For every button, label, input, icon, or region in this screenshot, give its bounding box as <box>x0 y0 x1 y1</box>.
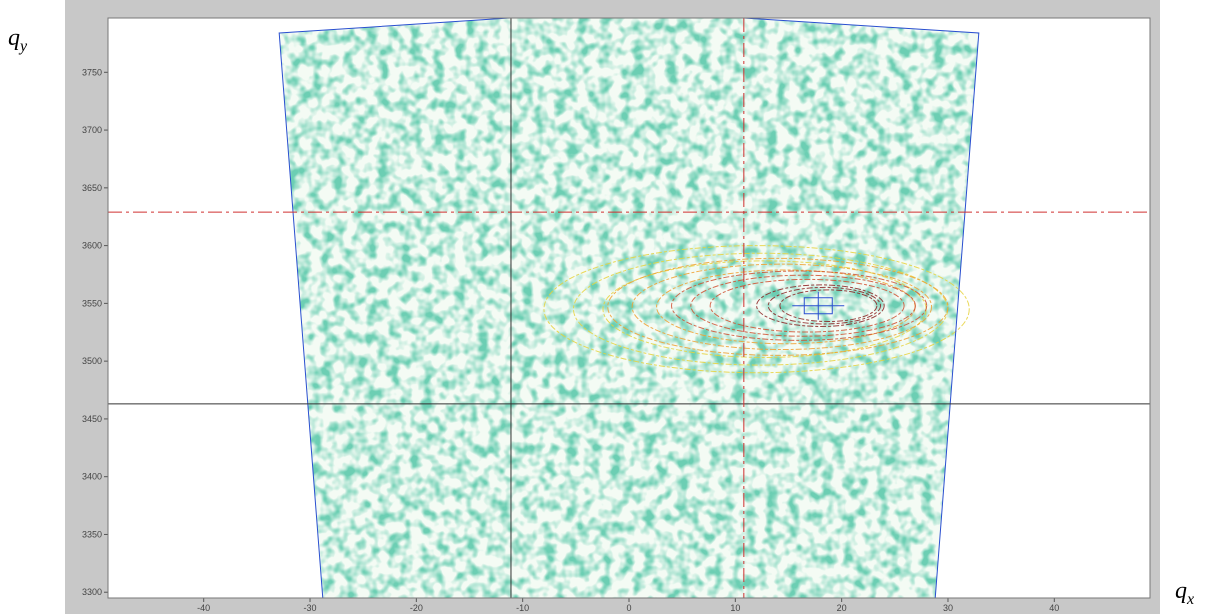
peak-marker <box>792 291 845 320</box>
x-axis-label: qx <box>1175 578 1194 608</box>
y-axis-label: qy <box>8 25 28 55</box>
contour <box>756 284 885 327</box>
y-tick-label: 3450 <box>82 414 102 424</box>
contour <box>709 278 905 333</box>
x-tick-label: -40 <box>197 603 210 613</box>
x-tick-label: 10 <box>730 603 740 613</box>
y-tick-label: 3350 <box>82 529 102 539</box>
y-tick-label: 3700 <box>82 125 102 135</box>
contour <box>543 245 970 374</box>
y-tick-label: 3750 <box>82 67 102 77</box>
y-tick-label: 3600 <box>82 241 102 251</box>
contour <box>690 274 916 337</box>
noise <box>279 18 979 598</box>
x-tick-label: -30 <box>304 603 317 613</box>
y-tick-label: 3650 <box>82 183 102 193</box>
contour <box>631 263 933 351</box>
x-tick-label: -20 <box>410 603 423 613</box>
x-tick-label: 40 <box>1049 603 1059 613</box>
contour <box>779 289 878 322</box>
y-tick-label: 3300 <box>82 587 102 597</box>
x-tick-label: 0 <box>626 603 631 613</box>
contour <box>671 270 928 341</box>
x-tick-label: 20 <box>837 603 847 613</box>
contour <box>607 257 949 356</box>
y-tick-label: 3550 <box>82 298 102 308</box>
contour <box>767 286 882 325</box>
y-tick-label: 3400 <box>82 472 102 482</box>
y-tick-label: 3500 <box>82 356 102 366</box>
intensity-texture <box>279 18 979 598</box>
x-tick-label: -10 <box>516 603 529 613</box>
x-tick-label: 30 <box>943 603 953 613</box>
plot-border <box>107 17 1151 599</box>
